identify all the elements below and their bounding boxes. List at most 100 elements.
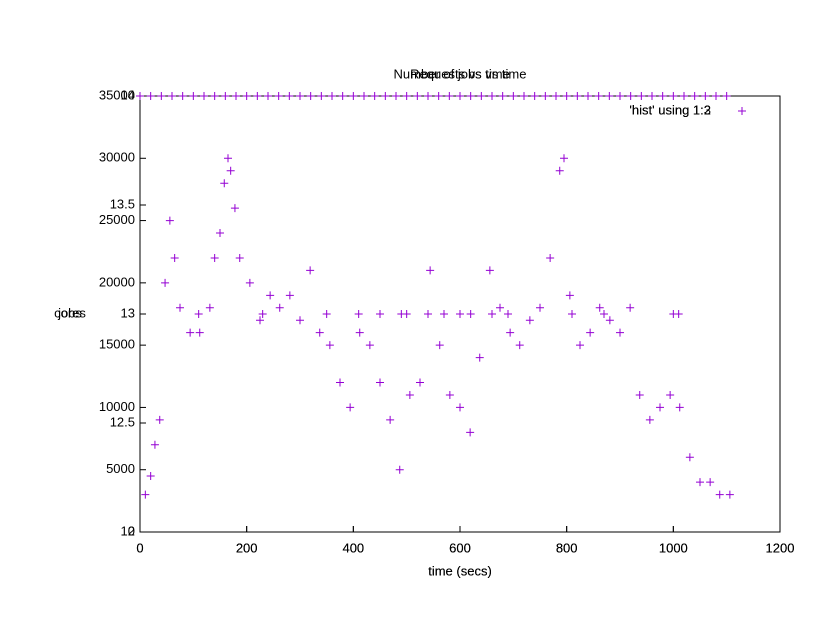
point <box>594 92 603 100</box>
point <box>509 92 518 100</box>
point <box>675 403 684 412</box>
x-tick-label: 200 <box>236 540 258 555</box>
point <box>674 310 683 318</box>
point <box>402 310 411 318</box>
y-tick-label: 13 <box>121 305 135 320</box>
point <box>635 390 644 399</box>
point <box>626 92 635 100</box>
point <box>176 303 184 312</box>
point <box>541 92 550 100</box>
point <box>456 92 464 100</box>
point <box>376 310 384 318</box>
point <box>725 490 734 499</box>
point <box>224 154 232 163</box>
point <box>322 310 331 318</box>
point <box>317 92 326 100</box>
point <box>168 92 176 100</box>
point <box>210 92 219 100</box>
point <box>666 390 675 399</box>
point <box>616 328 624 337</box>
x-tick-label: 0 <box>136 540 143 555</box>
point <box>355 328 364 337</box>
point <box>424 92 432 100</box>
point <box>306 266 315 275</box>
point <box>395 465 404 474</box>
point <box>485 266 494 275</box>
point <box>221 92 230 100</box>
point <box>456 403 464 412</box>
point <box>146 471 155 480</box>
point <box>680 92 688 100</box>
point <box>354 310 363 318</box>
point <box>520 92 528 100</box>
x-tick-label: 800 <box>556 540 578 555</box>
point <box>715 490 724 499</box>
point <box>560 154 568 163</box>
point <box>161 278 170 287</box>
point <box>155 415 164 424</box>
point <box>584 92 592 100</box>
point <box>242 92 251 100</box>
point <box>220 179 229 188</box>
point <box>573 92 582 100</box>
point <box>195 328 204 337</box>
point <box>477 92 486 100</box>
point <box>178 92 187 100</box>
point <box>475 353 484 362</box>
point <box>626 303 635 312</box>
point <box>722 92 731 100</box>
point <box>435 341 444 350</box>
point <box>605 316 614 325</box>
point <box>506 328 515 337</box>
y-tick-label: 10000 <box>99 399 135 414</box>
point <box>616 92 624 100</box>
point <box>264 92 272 100</box>
point <box>586 328 595 337</box>
point <box>189 92 198 100</box>
point <box>600 310 608 318</box>
point <box>466 310 475 318</box>
legend-label: 'hist' using 1:3 <box>629 102 711 117</box>
y-tick-label: 35000 <box>99 87 135 102</box>
point <box>576 341 584 350</box>
point <box>258 310 267 318</box>
point <box>565 291 574 300</box>
point <box>245 278 254 287</box>
point <box>466 92 475 100</box>
point <box>216 229 224 238</box>
point <box>136 92 144 100</box>
point <box>605 92 614 100</box>
point <box>210 253 219 262</box>
point <box>205 303 214 312</box>
x-tick-label: 800 <box>556 540 578 555</box>
point <box>194 310 203 318</box>
x-axis-label: time (secs) <box>428 563 492 578</box>
point <box>426 266 435 275</box>
point <box>256 316 264 325</box>
point <box>706 478 715 487</box>
point <box>226 166 235 175</box>
point <box>555 166 564 175</box>
point <box>325 341 334 350</box>
point <box>685 453 694 462</box>
point <box>456 310 464 318</box>
point <box>349 92 358 100</box>
point <box>546 253 555 262</box>
point <box>200 92 208 100</box>
point <box>648 92 656 100</box>
point <box>562 92 571 100</box>
x-tick-label: 1200 <box>766 540 795 555</box>
point <box>413 92 422 100</box>
x-tick-label: 400 <box>342 540 364 555</box>
point <box>568 310 576 318</box>
legend-label: 'hist' using 1:2 <box>629 102 711 117</box>
point <box>496 303 504 312</box>
point <box>336 378 344 387</box>
point <box>165 216 174 225</box>
point <box>658 92 667 100</box>
point <box>402 92 411 100</box>
x-tick-label: 1200 <box>766 540 795 555</box>
point <box>392 92 400 100</box>
point <box>530 92 539 100</box>
